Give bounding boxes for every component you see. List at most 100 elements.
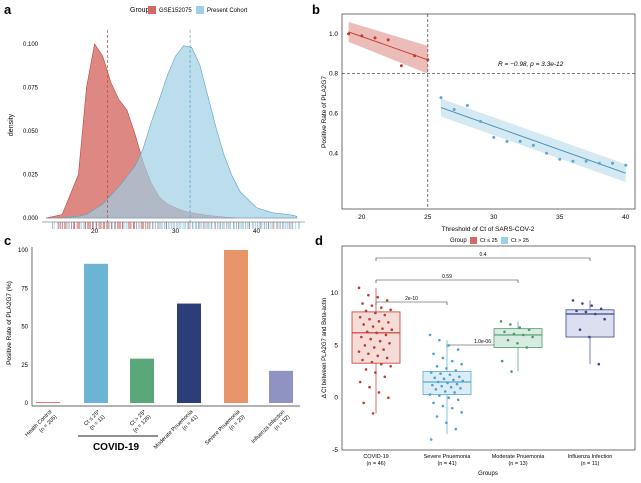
panel-d-y-label: Δ Ct between PLA2G7 and Beta-actin <box>322 298 328 398</box>
panel-b-point <box>597 161 601 165</box>
panel-d-point <box>374 371 377 374</box>
panel-d-point <box>521 333 525 337</box>
panel-d-legend-swatch-1 <box>470 237 477 244</box>
panel-d-point <box>382 348 385 351</box>
panel-d-point <box>438 338 441 342</box>
panel-d-frame <box>341 245 636 451</box>
panel-d-box <box>493 328 543 348</box>
panel-d-point <box>388 341 391 345</box>
panel-d-point <box>531 335 534 339</box>
panel-b-point <box>426 58 430 62</box>
panel-d-x-tick-label: Moderate Pnuemonia (n = 13) <box>492 454 546 467</box>
panel-b-point <box>347 32 351 36</box>
panel-d-significance-bracket <box>375 279 519 283</box>
panel-d-point <box>431 383 434 387</box>
panel-b-fit-line-ct-high <box>440 107 626 174</box>
panel-d-point <box>434 388 438 391</box>
panel-d-y-tick-label: 5 <box>334 342 338 349</box>
panel-d-point <box>372 346 376 349</box>
panel-b-frame <box>341 13 636 210</box>
panel-d-legend-swatch-2 <box>501 237 508 244</box>
panel-d-point <box>377 320 381 323</box>
panel-d-point <box>428 393 432 396</box>
panel-d-point <box>390 328 394 331</box>
panel-d-point <box>593 312 597 316</box>
panel-a-density-plot: Group GSE152075 Present Cohort density 0… <box>8 6 305 235</box>
panel-d-point <box>581 302 584 305</box>
panel-d-point <box>603 317 606 321</box>
panel-d-p-value: 1.0e-06 <box>474 339 491 345</box>
panel-c-y-tick-label: 50 <box>21 325 28 331</box>
panel-d-point <box>450 406 454 410</box>
panel-d-point <box>455 382 459 386</box>
panel-d-point <box>357 350 361 353</box>
panel-c-x-tick-label: Influenza Infection(n = 52) <box>251 409 292 450</box>
panel-d-point <box>433 376 436 380</box>
panel-b-point <box>545 151 549 155</box>
panel-d-point <box>439 372 442 375</box>
panel-d-point <box>376 354 380 358</box>
panel-c-x-tick-label: Health Control(n = 205) <box>24 409 58 443</box>
panel-b-point <box>360 34 364 38</box>
panel-d-point <box>381 327 384 330</box>
panel-b-point <box>505 139 509 143</box>
panel-d-point <box>385 356 389 360</box>
panel-b-x-tick-label: 25 <box>424 214 432 221</box>
panel-b-point <box>386 38 390 42</box>
panel-a-y-tick-label: 0.075 <box>23 85 39 91</box>
panel-d-point <box>371 412 375 415</box>
panel-b-x-tick-label: 35 <box>556 214 564 221</box>
panel-label-c: c <box>4 233 11 248</box>
panel-b-x-tick-label: 40 <box>622 214 630 221</box>
panel-b-point <box>452 108 456 112</box>
panel-b-ci-band-ct-low <box>348 21 428 74</box>
panel-d-point <box>357 286 361 290</box>
panel-c-x-tick-label: Ct ≤ 25*(n = 11) <box>83 409 107 433</box>
panel-c-bar <box>224 250 248 403</box>
panel-b-point <box>624 163 628 167</box>
panel-d-point <box>379 362 383 366</box>
panel-d-point <box>377 391 381 394</box>
panel-d-point <box>447 396 451 399</box>
panel-c-y-tick-label: 75 <box>21 286 28 292</box>
panel-a-x-tick-label: 30 <box>172 228 180 235</box>
panel-d-point <box>363 344 367 347</box>
panel-d-point <box>374 311 377 315</box>
panel-a-legend-swatch-1 <box>148 6 156 14</box>
panel-d-point <box>584 310 588 314</box>
panel-c-bar <box>269 370 293 403</box>
panel-d-point <box>368 385 371 389</box>
panel-b-point <box>465 104 469 108</box>
panel-d-point <box>525 346 529 349</box>
panel-d-point <box>456 348 460 351</box>
panel-d-y-tick-label: 0 <box>334 395 338 402</box>
panel-d-point <box>458 375 461 379</box>
panel-d-point <box>367 352 370 356</box>
panel-d-point <box>376 295 380 299</box>
panel-d-point <box>389 365 392 368</box>
panel-d-point <box>440 384 444 388</box>
panel-d-legend-label-2: Ct > 25 <box>511 238 529 244</box>
panel-d-point <box>361 302 364 305</box>
panel-d-point <box>378 339 382 343</box>
panel-a-area-present-cohort <box>46 45 298 219</box>
panel-d-point <box>383 313 387 317</box>
panel-d-point <box>445 421 448 425</box>
panel-a-x-tick-label: 20 <box>91 228 99 235</box>
panel-d-point <box>370 360 374 364</box>
panel-d-point <box>358 315 362 319</box>
panel-d-point <box>456 398 460 402</box>
panel-d-point <box>438 394 441 397</box>
panel-d-point <box>518 326 522 329</box>
panel-b-point <box>492 135 496 139</box>
panel-d-point <box>441 404 445 408</box>
panel-d-point <box>448 373 452 376</box>
panel-d-point <box>371 325 375 328</box>
panel-c-bar <box>130 358 154 403</box>
panel-a-legend-title: Group <box>130 7 150 14</box>
panel-d-p-value: 0.59 <box>442 274 452 280</box>
panel-a-legend-label-2: Present Cohort <box>207 8 248 14</box>
panel-d-point <box>512 332 516 336</box>
panel-d-point <box>460 411 463 414</box>
